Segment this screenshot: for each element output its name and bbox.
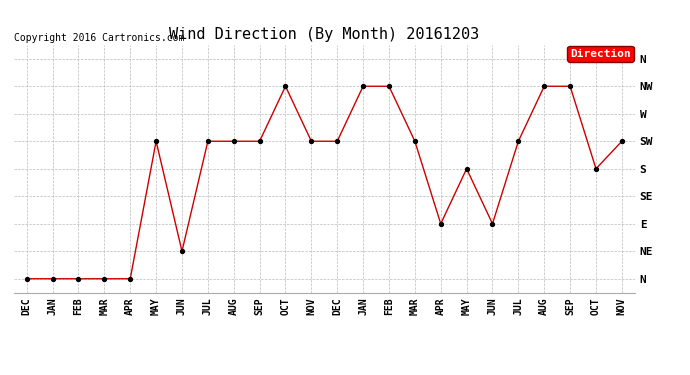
Point [254,138,265,144]
Point [177,248,188,254]
Point [616,138,627,144]
Point [513,138,524,144]
Point [150,138,161,144]
Point [99,276,110,282]
Point [332,138,343,144]
Point [384,83,395,89]
Point [125,276,136,282]
Point [202,138,213,144]
Point [21,276,32,282]
Point [461,166,472,172]
Point [487,221,498,227]
Point [47,276,58,282]
Point [228,138,239,144]
Point [539,83,550,89]
Point [435,221,446,227]
Point [357,83,368,89]
Legend: Direction: Direction [567,46,633,62]
Point [73,276,84,282]
Point [564,83,575,89]
Point [409,138,420,144]
Text: Copyright 2016 Cartronics.com: Copyright 2016 Cartronics.com [14,33,184,42]
Point [306,138,317,144]
Point [280,83,291,89]
Title: Wind Direction (By Month) 20161203: Wind Direction (By Month) 20161203 [169,27,480,42]
Point [591,166,602,172]
